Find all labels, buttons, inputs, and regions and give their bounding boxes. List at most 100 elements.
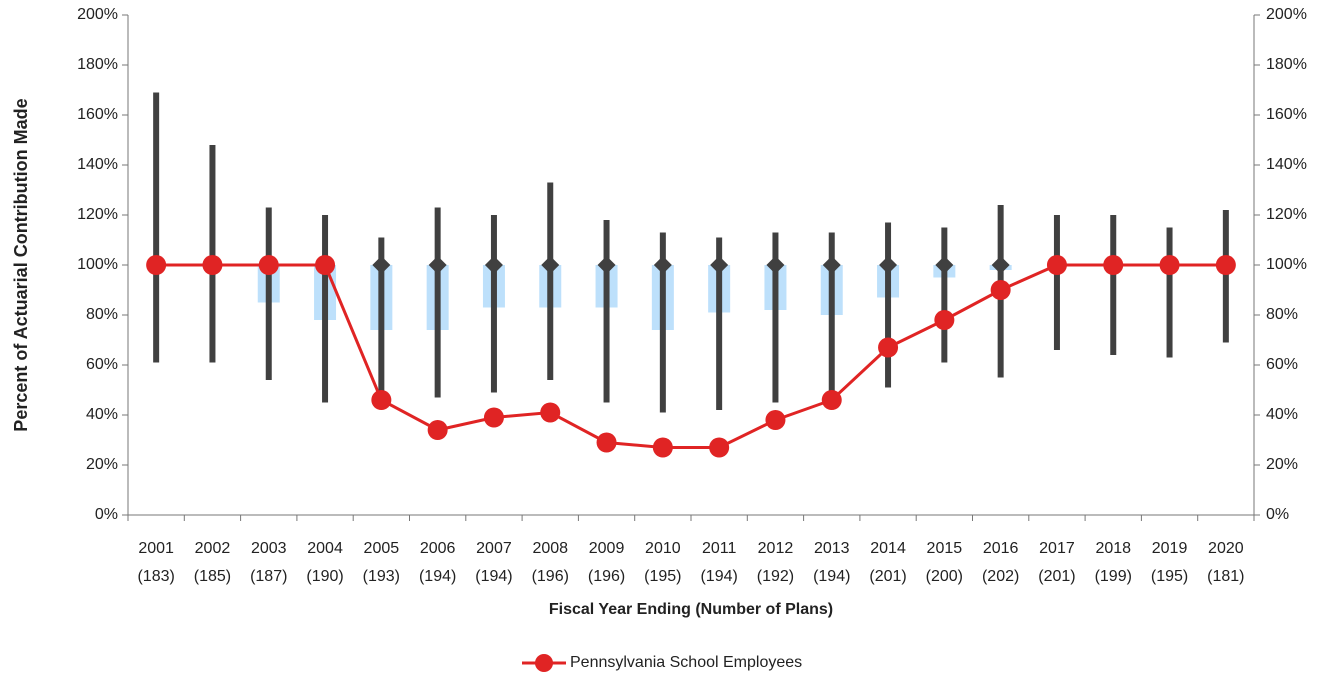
- x-tick-label: 2001: [138, 540, 174, 557]
- plan-count-label: (194): [419, 568, 456, 585]
- y-tick-label: 40%: [86, 406, 118, 423]
- median-diamond: [935, 256, 954, 274]
- plan-count-label: (181): [1207, 568, 1244, 585]
- plan-count-label: (195): [644, 568, 681, 585]
- series-marker: [146, 255, 167, 275]
- x-tick-label: 2003: [251, 540, 287, 557]
- x-tick-label: 2007: [476, 540, 512, 557]
- median-diamond: [428, 256, 447, 274]
- median-diamond: [710, 256, 729, 274]
- y2-tick-label: 60%: [1266, 356, 1298, 373]
- median-diamond: [541, 256, 560, 274]
- series-marker: [1103, 255, 1124, 275]
- y-tick-label: 20%: [86, 456, 118, 473]
- series-marker: [765, 410, 786, 430]
- series-marker: [1159, 255, 1180, 275]
- x-tick-label: 2016: [983, 540, 1019, 557]
- x-tick-label: 2006: [420, 540, 456, 557]
- plan-count-label: (190): [306, 568, 343, 585]
- median-diamond: [484, 256, 503, 274]
- x-tick-label: 2017: [1039, 540, 1075, 557]
- x-tick-label: 2011: [702, 540, 737, 557]
- x-tick-label: 2002: [195, 540, 231, 557]
- plan-count-label: (200): [926, 568, 963, 585]
- y-tick-label: 100%: [77, 256, 118, 273]
- median-diamond: [653, 256, 672, 274]
- median-diamond: [597, 256, 616, 274]
- series-line: [156, 263, 1226, 449]
- y2-tick-label: 180%: [1266, 56, 1307, 73]
- plan-count-label: (194): [475, 568, 512, 585]
- series-marker: [990, 280, 1011, 300]
- y-tick-label: 140%: [77, 156, 118, 173]
- median-diamond: [766, 256, 785, 274]
- plan-count-label: (201): [1038, 568, 1075, 585]
- series-marker: [821, 390, 842, 410]
- series-marker: [315, 255, 336, 275]
- x-tick-label: 2004: [307, 540, 343, 557]
- y2-tick-label: 160%: [1266, 106, 1307, 123]
- median-diamond: [372, 256, 391, 274]
- x-tick-label: 2019: [1152, 540, 1188, 557]
- plan-count-label: (187): [250, 568, 287, 585]
- x-tick-label: 2015: [927, 540, 963, 557]
- x-tick-label: 2005: [364, 540, 400, 557]
- series-marker: [934, 310, 955, 330]
- x-axis-label: Fiscal Year Ending (Number of Plans): [549, 601, 833, 618]
- x-tick-label: 2012: [758, 540, 794, 557]
- plan-count-label: (193): [363, 568, 400, 585]
- series-marker: [1215, 255, 1236, 275]
- plan-count-label: (194): [700, 568, 737, 585]
- y2-tick-label: 80%: [1266, 306, 1298, 323]
- series-marker: [371, 390, 392, 410]
- plan-count-label: (196): [532, 568, 569, 585]
- x-tick-label: 2010: [645, 540, 681, 557]
- plan-count-label: (201): [869, 568, 906, 585]
- plan-count-label: (199): [1095, 568, 1132, 585]
- series-marker: [652, 437, 673, 458]
- y2-tick-label: 120%: [1266, 206, 1307, 223]
- x-tick-label: 2014: [870, 540, 906, 557]
- x-tick-label: 2018: [1095, 540, 1131, 557]
- series-marker: [483, 407, 504, 428]
- y-tick-label: 200%: [77, 6, 118, 23]
- series-marker: [1046, 255, 1067, 275]
- x-tick-label: 2008: [532, 540, 568, 557]
- y-tick-label: 120%: [77, 206, 118, 223]
- y2-tick-label: 40%: [1266, 406, 1298, 423]
- y2-tick-label: 200%: [1266, 6, 1307, 23]
- x-tick-label: 2009: [589, 540, 625, 557]
- plan-count-label: (192): [757, 568, 794, 585]
- series-marker: [427, 420, 448, 440]
- legend-marker: [535, 654, 553, 672]
- y-tick-label: 0%: [95, 506, 118, 523]
- series-marker: [878, 337, 899, 358]
- median-diamond: [822, 256, 841, 274]
- y2-tick-label: 0%: [1266, 506, 1289, 523]
- y-tick-label: 80%: [86, 306, 118, 323]
- y-tick-label: 160%: [77, 106, 118, 123]
- plan-count-label: (185): [194, 568, 231, 585]
- x-tick-label: 2020: [1208, 540, 1244, 557]
- median-diamond: [879, 256, 898, 274]
- plan-count-label: (194): [813, 568, 850, 585]
- y-tick-label: 60%: [86, 356, 118, 373]
- y2-tick-label: 20%: [1266, 456, 1298, 473]
- y2-tick-label: 140%: [1266, 156, 1307, 173]
- y2-tick-label: 100%: [1266, 256, 1307, 273]
- plan-count-label: (195): [1151, 568, 1188, 585]
- plan-count-label: (183): [137, 568, 174, 585]
- plan-count-label: (202): [982, 568, 1019, 585]
- series-marker: [540, 402, 561, 423]
- series-marker: [258, 255, 279, 275]
- y-axis-label: Percent of Actuarial Contribution Made: [11, 98, 31, 431]
- x-tick-label: 2013: [814, 540, 850, 557]
- plan-count-label: (196): [588, 568, 625, 585]
- series-marker: [202, 255, 223, 275]
- series-marker: [709, 437, 730, 458]
- y-tick-label: 180%: [77, 56, 118, 73]
- legend-label: Pennsylvania School Employees: [570, 654, 802, 671]
- median-diamond: [991, 256, 1010, 274]
- series-marker: [596, 432, 617, 453]
